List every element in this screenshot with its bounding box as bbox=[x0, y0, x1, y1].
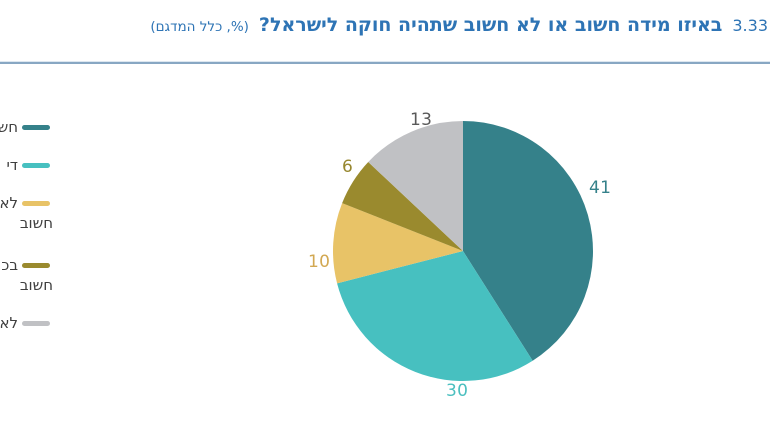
pie-slice-1 bbox=[337, 251, 533, 382]
title-separator bbox=[0, 61, 770, 64]
legend-label: חשוב bbox=[19, 276, 53, 294]
legend-swatch bbox=[22, 201, 50, 206]
section-number: 3.33 bbox=[732, 16, 768, 35]
pie-slice-3 bbox=[342, 162, 463, 251]
legend-swatch bbox=[22, 125, 50, 130]
legend-swatch bbox=[22, 163, 50, 168]
legend-swatch bbox=[22, 321, 50, 326]
legend-label: לא bbox=[0, 194, 18, 212]
pie-slice-0 bbox=[463, 121, 593, 361]
slice-value-label: 41 bbox=[589, 178, 612, 198]
legend-label: לא bbox=[0, 314, 18, 332]
legend-label: חש bbox=[0, 118, 18, 136]
pie-slice-4 bbox=[368, 121, 463, 251]
legend-label: חשוב bbox=[19, 214, 53, 232]
chart-subtitle: (%, כלל המדגם) bbox=[150, 19, 249, 35]
slice-value-label: 13 bbox=[410, 110, 433, 130]
slice-value-label: 30 bbox=[446, 381, 469, 401]
slice-value-label: 6 bbox=[342, 157, 354, 177]
chart-header: 3.33 באיזו מידה חשוב או לא חשוב שתהיה חו… bbox=[150, 14, 768, 36]
legend-label: די bbox=[6, 156, 18, 174]
legend-label: בכ bbox=[1, 256, 18, 274]
legend-swatch bbox=[22, 263, 50, 268]
pie-slice-2 bbox=[332, 203, 463, 284]
slice-value-label: 10 bbox=[308, 252, 331, 272]
chart-title: באיזו מידה חשוב או לא חשוב שתהיה חוקה לי… bbox=[258, 14, 723, 36]
